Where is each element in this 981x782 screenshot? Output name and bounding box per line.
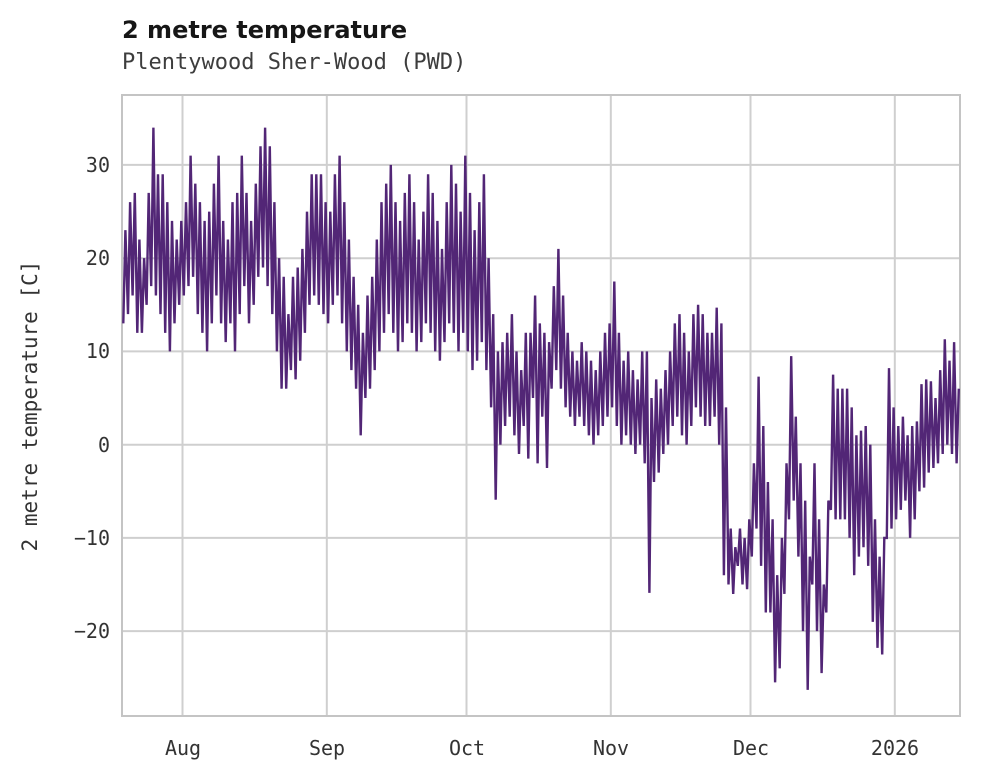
y-tick-label: 30 <box>85 153 110 177</box>
x-tick-label: Oct <box>448 736 486 760</box>
temperature-line <box>122 127 960 690</box>
y-tick-label: 10 <box>85 339 110 363</box>
plot-border <box>121 94 961 717</box>
y-tick-label: −20 <box>73 619 110 643</box>
y-axis-label: 2 metre temperature [C] <box>18 260 42 552</box>
x-tick-label: Nov <box>592 736 630 760</box>
x-tick-label: 2026 <box>870 736 920 760</box>
x-tick-label: Sep <box>308 736 346 760</box>
x-tick-label: Aug <box>164 736 202 760</box>
y-tick-label: 20 <box>85 246 110 270</box>
y-tick-label: −10 <box>73 526 110 550</box>
x-tick-label: Dec <box>732 736 770 760</box>
chart-title: 2 metre temperature <box>122 16 408 44</box>
y-tick-label: 0 <box>97 433 110 457</box>
chart-subtitle: Plentywood Sher-Wood (PWD) <box>122 50 467 75</box>
